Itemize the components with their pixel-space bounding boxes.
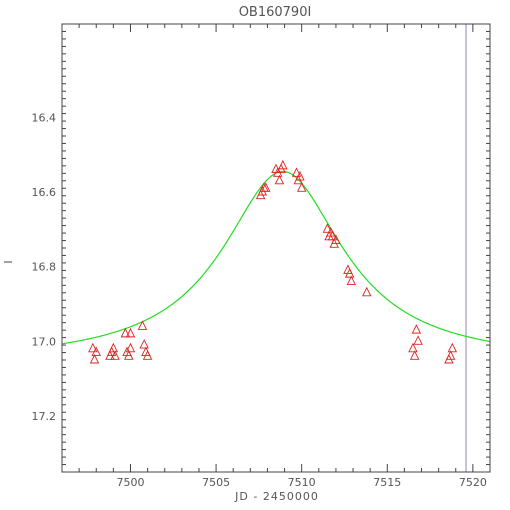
data-point xyxy=(91,346,101,356)
axis-ticks: 7500 7505 7510 7515 7520 16.4 16.6 16.8 17.0 17.2 xyxy=(32,23,491,489)
plot-content xyxy=(61,24,491,472)
data-point xyxy=(125,327,136,338)
data-point xyxy=(447,342,458,353)
data-point xyxy=(331,234,341,244)
y-axis-label: I xyxy=(2,260,15,263)
data-point xyxy=(445,350,456,360)
y-tick-label: 16.4 xyxy=(32,111,57,124)
x-axis-label: JD - 2450000 xyxy=(234,490,319,503)
data-point xyxy=(89,353,100,364)
data-point xyxy=(125,342,136,353)
data-point xyxy=(142,350,153,360)
data-point xyxy=(120,327,131,338)
model-curve xyxy=(61,170,491,345)
plot-frame xyxy=(61,23,491,473)
y-tick-label: 17.2 xyxy=(32,410,57,423)
data-point xyxy=(260,182,271,192)
data-point xyxy=(362,286,372,297)
data-point xyxy=(344,268,355,278)
data-point xyxy=(291,167,302,177)
data-point xyxy=(88,342,98,353)
y-tick-label: 17.0 xyxy=(32,335,57,348)
data-point xyxy=(409,350,420,360)
x-tick-label: 7510 xyxy=(288,476,316,489)
x-tick-label: 7515 xyxy=(373,476,401,489)
data-point xyxy=(108,342,119,353)
data-point xyxy=(137,320,148,330)
data-point xyxy=(124,350,134,360)
data-point xyxy=(322,223,333,233)
data-point xyxy=(413,335,423,345)
y-tick-label: 16.8 xyxy=(32,261,57,274)
data-point xyxy=(139,339,149,349)
chart-title: OB160790I xyxy=(239,5,312,20)
data-point xyxy=(411,324,422,334)
y-tick-label: 16.6 xyxy=(32,186,57,199)
data-point xyxy=(346,275,357,286)
data-point xyxy=(295,171,305,181)
data-point xyxy=(296,182,307,192)
data-point xyxy=(110,350,120,360)
data-point xyxy=(274,174,285,185)
data-point xyxy=(327,230,338,241)
x-tick-label: 7500 xyxy=(116,476,144,489)
x-tick-label: 7505 xyxy=(202,476,230,489)
x-tick-label: 7520 xyxy=(459,476,487,489)
data-point xyxy=(408,342,418,353)
data-point xyxy=(278,159,288,170)
